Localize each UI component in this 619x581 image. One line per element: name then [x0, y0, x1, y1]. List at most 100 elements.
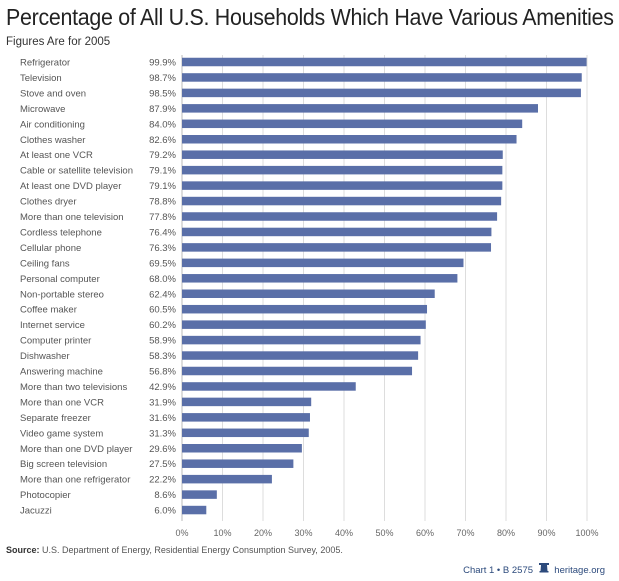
bar — [182, 212, 498, 221]
value-labels: 99.9% 98.7% 98.5% 87.9% 84.0% 82.6% 79.2% 79.1%… — [149, 58, 176, 517]
category-label: At least one VCR — [20, 150, 93, 161]
category-label: Coffee maker — [20, 305, 77, 316]
source-label: Source: — [6, 545, 40, 555]
bar — [182, 274, 458, 283]
value-label: 31.6% — [149, 413, 176, 424]
category-label: Cellular phone — [20, 243, 81, 254]
category-label: Big screen television — [20, 459, 107, 470]
bar — [182, 366, 413, 376]
value-label: 79.2% — [149, 150, 176, 161]
bar — [182, 505, 207, 515]
value-label: 79.1% — [149, 166, 176, 177]
x-axis-ticks: 0% 10% 20% 30% 40% 50% 60% 70% 80% 90% 100% — [175, 528, 598, 538]
value-label: 68.0% — [149, 274, 176, 285]
x-tick-label: 70% — [456, 528, 474, 538]
category-label: Separate freezer — [20, 413, 91, 424]
category-label: More than two televisions — [20, 382, 127, 393]
value-label: 60.2% — [149, 320, 176, 331]
bar — [182, 135, 517, 144]
chart-credit: Chart 1 • B 2575 heritage.org — [463, 563, 605, 576]
chart-title: Percentage of All U.S. Households Which … — [6, 4, 614, 30]
bar — [182, 57, 587, 67]
source-text: U.S. Department of Energy, Residential E… — [39, 545, 343, 555]
bar — [182, 335, 421, 345]
gridlines — [181, 55, 588, 521]
value-label: 8.6% — [154, 490, 176, 501]
bar — [182, 181, 503, 190]
value-label: 76.3% — [149, 243, 176, 254]
value-label: 29.6% — [149, 444, 176, 455]
bar — [182, 104, 538, 113]
category-label: Jacuzzi — [20, 506, 52, 517]
value-label: 31.9% — [149, 397, 176, 408]
chart-subtitle: Figures Are for 2005 — [6, 36, 111, 48]
bar — [182, 243, 492, 252]
x-tick-label: 50% — [375, 528, 393, 538]
x-tick-label: 10% — [213, 528, 231, 538]
value-label: 58.9% — [149, 336, 176, 347]
x-tick-label: 100% — [575, 528, 598, 538]
liberty-bell-icon — [538, 563, 549, 576]
category-label: Ceiling fans — [20, 258, 70, 269]
value-label: 87.9% — [149, 104, 176, 115]
category-label: Answering machine — [20, 367, 103, 378]
value-label: 98.5% — [149, 88, 176, 99]
x-tick-label: 20% — [254, 528, 272, 538]
bar — [182, 227, 492, 237]
value-label: 82.6% — [149, 135, 176, 146]
category-labels: Refrigerator Television Stove and oven Micr… — [20, 58, 133, 517]
heritage-link[interactable]: heritage.org — [554, 565, 605, 576]
value-label: 98.7% — [149, 73, 176, 84]
value-label: 31.3% — [149, 428, 176, 439]
x-tick-label: 90% — [537, 528, 555, 538]
x-tick-label: 60% — [416, 528, 434, 538]
category-label: Television — [20, 73, 62, 84]
value-label: 58.3% — [149, 351, 176, 362]
chart-id: Chart 1 • B 2575 — [463, 565, 534, 576]
category-label: More than one DVD player — [20, 444, 132, 455]
value-label: 77.8% — [149, 212, 176, 223]
source-note: Source: U.S. Department of Energy, Resid… — [6, 545, 343, 555]
category-label: Photocopier — [20, 490, 71, 501]
category-label: At least one DVD player — [20, 181, 121, 192]
bar — [182, 119, 523, 129]
category-label: Non-portable stereo — [20, 289, 104, 300]
category-label: Air conditioning — [20, 119, 85, 130]
category-label: Internet service — [20, 320, 85, 331]
bar — [182, 289, 435, 298]
x-tick-label: 40% — [335, 528, 353, 538]
value-label: 99.9% — [149, 58, 176, 69]
value-label: 69.5% — [149, 258, 176, 269]
value-label: 79.1% — [149, 181, 176, 192]
bar — [182, 382, 356, 391]
value-label: 84.0% — [149, 119, 176, 130]
bar — [182, 196, 502, 206]
bars — [182, 57, 587, 515]
bar — [182, 150, 503, 159]
bar — [182, 397, 312, 407]
value-label: 56.8% — [149, 367, 176, 378]
value-label: 62.4% — [149, 289, 176, 300]
bar — [182, 351, 419, 360]
bar — [182, 413, 310, 422]
category-label: Cordless telephone — [20, 227, 102, 238]
bar — [182, 444, 302, 453]
value-label: 76.4% — [149, 227, 176, 238]
x-tick-label: 30% — [294, 528, 312, 538]
value-label: 6.0% — [154, 506, 176, 517]
bar — [182, 490, 217, 499]
bar — [182, 474, 272, 484]
category-label: More than one television — [20, 212, 124, 223]
bar — [182, 304, 428, 314]
category-label: Video game system — [20, 428, 103, 439]
value-label: 42.9% — [149, 382, 176, 393]
category-label: Refrigerator — [20, 58, 70, 69]
bar — [182, 73, 582, 82]
value-label: 60.5% — [149, 305, 176, 316]
category-label: Computer printer — [20, 336, 91, 347]
bar — [182, 320, 426, 329]
category-label: Cable or satellite television — [20, 166, 133, 177]
bar — [182, 165, 503, 175]
category-label: More than one VCR — [20, 397, 104, 408]
